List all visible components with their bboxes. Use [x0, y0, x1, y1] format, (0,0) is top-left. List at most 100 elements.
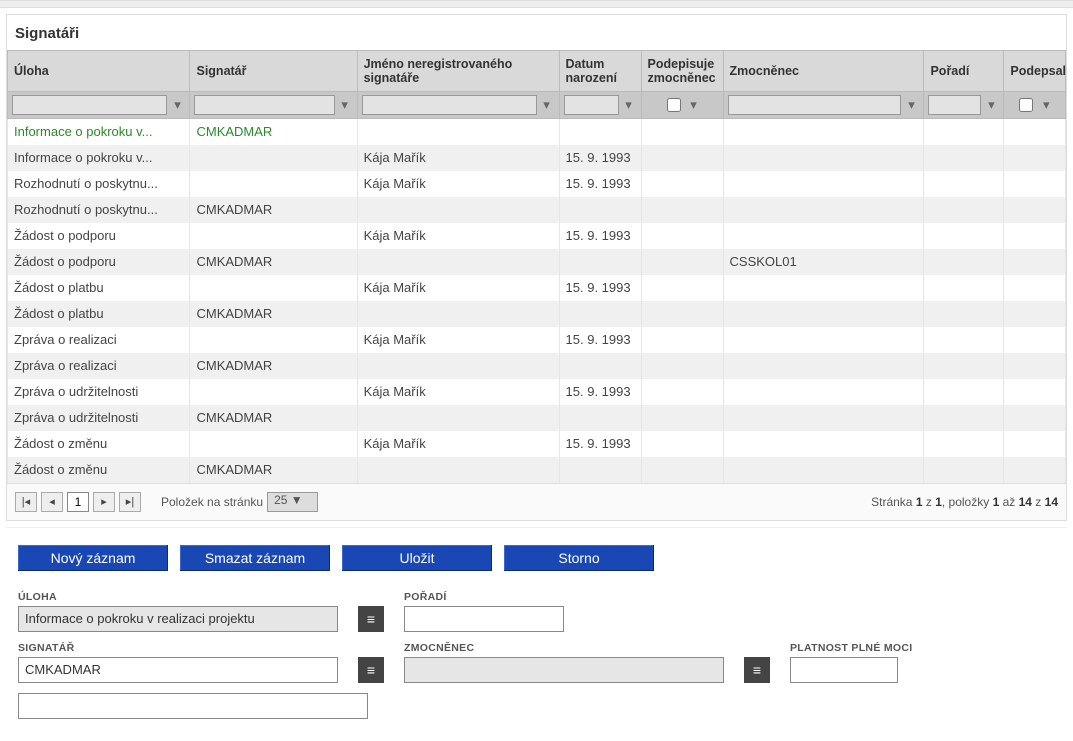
table-cell: [1004, 275, 1066, 301]
pager-last-button[interactable]: ▸|: [119, 492, 141, 512]
table-row[interactable]: Rozhodnutí o poskytnu...Kája Mařík15. 9.…: [8, 171, 1066, 197]
uloha-lookup-button[interactable]: ≡: [358, 606, 384, 632]
table-row[interactable]: Informace o pokroku v...CMKADMAR: [8, 119, 1066, 145]
platnost-label: PLATNOST PLNÉ MOCI: [790, 642, 912, 654]
table-cell: Kája Mařík: [357, 145, 559, 171]
platnost-field[interactable]: [790, 657, 898, 683]
table-cell: CMKADMAR: [190, 119, 357, 145]
table-row[interactable]: Žádost o platbuCMKADMAR: [8, 301, 1066, 327]
pager-summary: Stránka 1 z 1, položky 1 až 14 z 14: [871, 495, 1058, 509]
table-cell: Rozhodnutí o poskytnu...: [8, 197, 190, 223]
signatar-lookup-button[interactable]: ≡: [358, 657, 384, 683]
filter-icon[interactable]: ▾: [621, 96, 637, 114]
table-row[interactable]: Žádost o změnuCMKADMAR: [8, 457, 1066, 483]
table-cell: [559, 405, 641, 431]
table-cell: [1004, 119, 1066, 145]
table-cell: [641, 301, 723, 327]
table-cell: [190, 171, 357, 197]
col-podepsal[interactable]: Podepsal: [1004, 51, 1066, 92]
uloha-field[interactable]: [18, 606, 338, 632]
delete-record-button[interactable]: Smazat záznam: [180, 545, 330, 571]
col-podepisuje[interactable]: Podepisuje zmocněnec: [641, 51, 723, 92]
table-cell: [924, 431, 1004, 457]
new-record-button[interactable]: Nový záznam: [18, 545, 168, 571]
table-cell: [641, 119, 723, 145]
save-button[interactable]: Uložit: [342, 545, 492, 571]
filter-podepsal-checkbox[interactable]: [1019, 98, 1033, 112]
table-row[interactable]: Informace o pokroku v...Kája Mařík15. 9.…: [8, 145, 1066, 171]
table-cell: [1004, 353, 1066, 379]
table-row[interactable]: Žádost o změnu Kája Mařík15. 9. 1993: [8, 431, 1066, 457]
filter-uloha[interactable]: [12, 95, 167, 115]
signatar-extra-field[interactable]: [18, 693, 368, 719]
pager-next-button[interactable]: ▸: [93, 492, 115, 512]
filter-datum[interactable]: [564, 95, 619, 115]
table-row[interactable]: Žádost o podporuCMKADMARCSSKOL01: [8, 249, 1066, 275]
table-cell: Informace o pokroku v...: [8, 119, 190, 145]
table-row[interactable]: Zpráva o udržitelnostiCMKADMAR: [8, 405, 1066, 431]
signatar-field[interactable]: [18, 657, 338, 683]
table-cell: [723, 119, 924, 145]
zmocnenec-field[interactable]: [404, 657, 724, 683]
table-cell: [1004, 223, 1066, 249]
zmocnenec-lookup-button[interactable]: ≡: [744, 657, 770, 683]
filter-poradi[interactable]: [928, 95, 981, 115]
table-cell: [924, 457, 1004, 483]
table-cell: [1004, 197, 1066, 223]
pager-page-input[interactable]: [67, 492, 89, 512]
table-cell: Žádost o podporu: [8, 223, 190, 249]
table-cell: 15. 9. 1993: [559, 431, 641, 457]
table-cell: [723, 145, 924, 171]
table-cell: 15. 9. 1993: [559, 223, 641, 249]
table-cell: [924, 327, 1004, 353]
pager-per-page-select[interactable]: 25 ▼: [267, 492, 318, 512]
table-row[interactable]: Rozhodnutí o poskytnu...CMKADMAR: [8, 197, 1066, 223]
table-cell: Zpráva o realizaci: [8, 353, 190, 379]
table-cell: [357, 249, 559, 275]
table-row[interactable]: Zpráva o realizaciKája Mařík15. 9. 1993: [8, 327, 1066, 353]
filter-podepisuje-checkbox[interactable]: [667, 98, 681, 112]
filter-signatar[interactable]: [194, 95, 334, 115]
col-zmocnenec[interactable]: Zmocněnec: [723, 51, 924, 92]
table-cell: [1004, 457, 1066, 483]
filter-icon[interactable]: ▾: [686, 96, 702, 114]
cancel-button[interactable]: Storno: [504, 545, 654, 571]
poradi-field[interactable]: [404, 606, 564, 632]
table-cell: [190, 379, 357, 405]
table-cell: [641, 223, 723, 249]
list-icon: ≡: [367, 663, 375, 677]
table-cell: [357, 119, 559, 145]
table-row[interactable]: Žádost o platbuKája Mařík15. 9. 1993: [8, 275, 1066, 301]
table-cell: [723, 457, 924, 483]
col-jmeno[interactable]: Jméno neregistrovaného signatáře: [357, 51, 559, 92]
table-row[interactable]: Žádost o podporuKája Mařík15. 9. 1993: [8, 223, 1066, 249]
table-cell: [723, 223, 924, 249]
filter-icon[interactable]: ▾: [983, 96, 999, 114]
filter-zmocnenec[interactable]: [728, 95, 902, 115]
table-cell: [357, 301, 559, 327]
table-cell: [723, 405, 924, 431]
filter-icon[interactable]: ▾: [1038, 96, 1054, 114]
filter-icon[interactable]: ▾: [903, 96, 919, 114]
table-cell: Žádost o platbu: [8, 275, 190, 301]
col-signatar[interactable]: Signatář: [190, 51, 357, 92]
table-row[interactable]: Zpráva o udržitelnostiKája Mařík15. 9. 1…: [8, 379, 1066, 405]
col-uloha[interactable]: Úloha: [8, 51, 190, 92]
table-row[interactable]: Zpráva o realizaciCMKADMAR: [8, 353, 1066, 379]
pager-prev-button[interactable]: ◂: [41, 492, 63, 512]
table-cell: Informace o pokroku v...: [8, 145, 190, 171]
filter-icon[interactable]: ▾: [337, 96, 353, 114]
table-cell: [190, 327, 357, 353]
top-separator: [0, 0, 1073, 8]
col-poradi[interactable]: Pořadí: [924, 51, 1004, 92]
pager-first-button[interactable]: |◂: [15, 492, 37, 512]
filter-icon[interactable]: ▾: [539, 96, 555, 114]
table-cell: [924, 379, 1004, 405]
table-cell: [1004, 301, 1066, 327]
table-cell: Žádost o změnu: [8, 431, 190, 457]
filter-icon[interactable]: ▾: [169, 96, 185, 114]
filter-jmeno[interactable]: [362, 95, 537, 115]
table-cell: Kája Mařík: [357, 431, 559, 457]
col-datum[interactable]: Datum narození: [559, 51, 641, 92]
table-cell: [723, 275, 924, 301]
